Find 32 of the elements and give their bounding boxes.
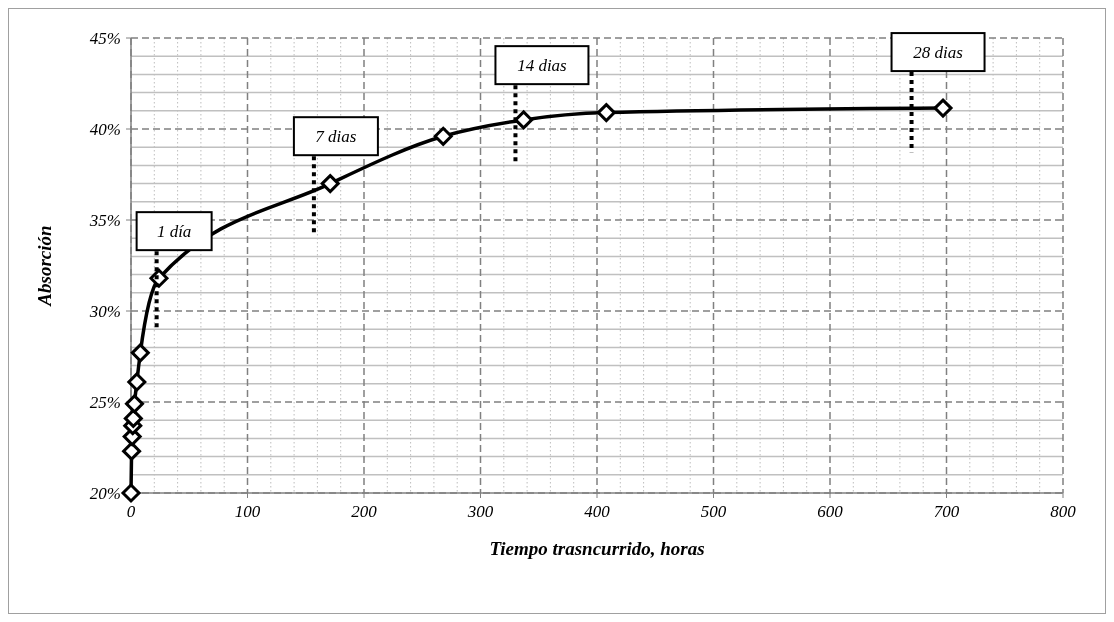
y-axis-title: Absorción: [34, 225, 55, 307]
ref-line-label: 7 dias: [315, 127, 357, 147]
point: [123, 408, 143, 428]
point: [933, 98, 953, 118]
y-tick-label: 45%: [89, 29, 121, 48]
y-tick-label: 25%: [89, 393, 121, 412]
x-tick-label: 300: [466, 502, 494, 521]
y-tick-label: 30%: [88, 302, 121, 321]
point: [596, 103, 616, 123]
point: [320, 174, 340, 194]
x-tick-label: 200: [351, 502, 378, 521]
point: [122, 441, 142, 461]
point: [121, 483, 141, 503]
y-tick-label: 20%: [89, 484, 121, 503]
x-tick-label: 700: [933, 502, 960, 521]
x-tick-label: 0: [126, 502, 136, 521]
ref-line-label: 14 dias: [517, 56, 568, 76]
point: [124, 394, 144, 414]
point: [130, 343, 150, 363]
x-tick-label: 600: [817, 502, 844, 521]
x-axis-title: Tiempo trasncurrido, horas: [489, 538, 705, 559]
y-tick-label: 35%: [88, 211, 121, 230]
x-tick-label: 100: [234, 502, 261, 521]
x-tick-label: 500: [700, 502, 727, 521]
ref-line-label: 1 día: [156, 222, 192, 242]
point: [514, 110, 534, 130]
x-tick-label: 800: [1050, 502, 1077, 521]
point: [433, 126, 453, 146]
ref-line-label: 28 dias: [913, 43, 964, 63]
y-tick-label: 40%: [89, 120, 121, 139]
x-tick-label: 400: [584, 502, 611, 521]
point: [127, 372, 147, 392]
